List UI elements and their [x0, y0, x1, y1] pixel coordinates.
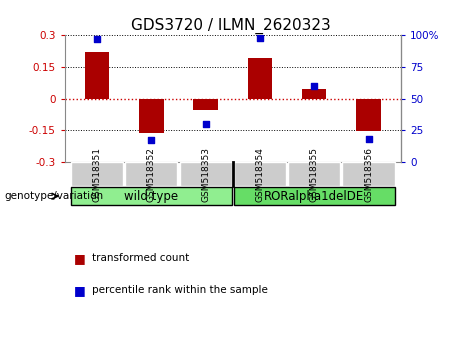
Bar — [302, 89, 326, 99]
Text: percentile rank within the sample: percentile rank within the sample — [92, 285, 268, 295]
Text: wild type: wild type — [124, 190, 178, 203]
Text: GSM518356: GSM518356 — [364, 147, 373, 201]
Bar — [85, 52, 109, 99]
Point — [311, 83, 318, 89]
Bar — [139, 99, 164, 133]
Text: GDS3720 / ILMN_2620323: GDS3720 / ILMN_2620323 — [130, 18, 331, 34]
Text: genotype/variation: genotype/variation — [5, 191, 104, 201]
Point — [365, 136, 372, 142]
Text: GSM518353: GSM518353 — [201, 147, 210, 201]
Bar — [343, 162, 395, 186]
Text: GSM518354: GSM518354 — [255, 147, 265, 201]
Bar — [194, 99, 218, 110]
Point — [256, 35, 264, 41]
Bar — [288, 162, 340, 186]
Text: GSM518355: GSM518355 — [310, 147, 319, 201]
Bar — [71, 162, 123, 186]
Bar — [180, 162, 232, 186]
Text: transformed count: transformed count — [92, 253, 189, 263]
Bar — [234, 187, 395, 205]
Text: ■: ■ — [74, 252, 85, 265]
Point — [148, 138, 155, 143]
Text: GSM518352: GSM518352 — [147, 147, 156, 201]
Point — [94, 36, 101, 42]
Bar — [71, 187, 232, 205]
Bar — [248, 58, 272, 99]
Bar — [125, 162, 177, 186]
Text: RORalpha1delDE: RORalpha1delDE — [264, 190, 364, 203]
Bar — [234, 162, 286, 186]
Point — [202, 121, 209, 127]
Text: ■: ■ — [74, 284, 85, 297]
Text: GSM518351: GSM518351 — [93, 147, 101, 201]
Bar — [356, 99, 381, 131]
